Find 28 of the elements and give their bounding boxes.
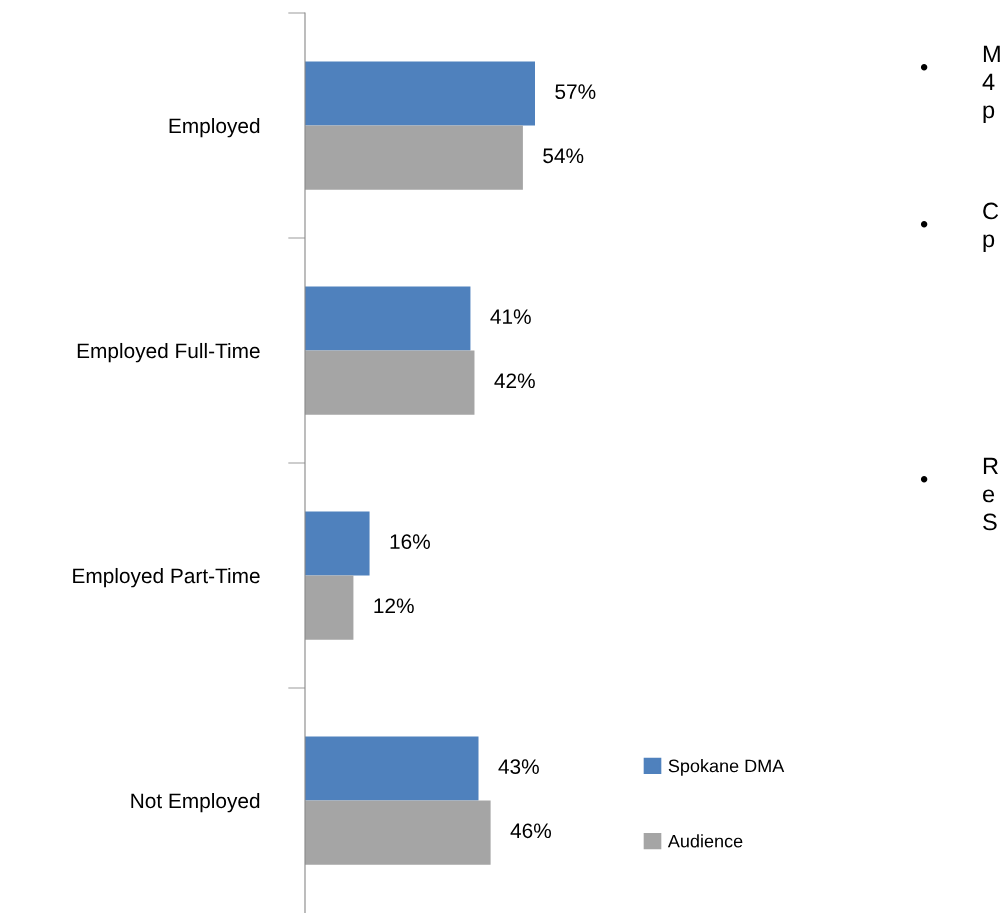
y-tick-label: Employed Part-Time <box>73 567 260 588</box>
text: C p <box>983 202 999 253</box>
text: • <box>920 64 928 71</box>
data-label: 46% <box>510 823 552 839</box>
y-tick-label: Not Employed <box>131 792 260 813</box>
data-label: 12% <box>374 598 414 614</box>
text: • <box>920 221 928 228</box>
text: M 4 p <box>982 45 1000 124</box>
legend-label: Spokane DMA <box>668 759 785 776</box>
bar <box>305 125 523 190</box>
data-label: 54% <box>543 148 584 164</box>
data-label: 43% <box>498 759 539 775</box>
data-label: 42% <box>494 373 535 389</box>
data-label: 16% <box>390 534 430 550</box>
bar <box>305 575 354 640</box>
text: • <box>920 476 928 483</box>
data-label: 57% <box>555 84 596 100</box>
text: R e S <box>983 457 998 531</box>
bar <box>305 61 535 126</box>
bar <box>305 511 370 576</box>
data-label: 41% <box>490 309 531 324</box>
bar <box>305 736 479 801</box>
bar <box>305 800 491 865</box>
legend-label: Audience <box>667 834 743 848</box>
y-tick-label: Employed <box>169 117 260 138</box>
bar <box>305 286 471 351</box>
bar <box>305 350 475 415</box>
y-tick-label: Employed Full-Time <box>77 342 260 363</box>
